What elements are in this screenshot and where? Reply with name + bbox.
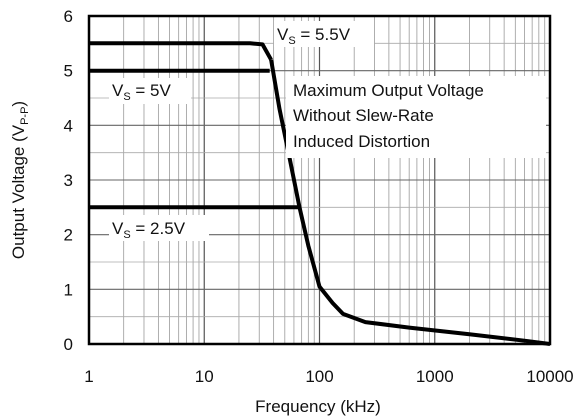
x-tick-label: 10 [195,367,214,386]
series-label-vs-2p5: VS = 2.5V [112,219,186,241]
y-tick-label: 3 [64,171,73,190]
series-label-vs-2p5-sub: S [123,229,130,241]
series-label-vs-5-sub: S [123,91,130,103]
series-label-vs-5p5-tail: = 5.5V [296,25,351,44]
series-label-vs-5p5: VS = 5.5V [277,25,351,47]
series-label-vs-2p5-main: V [112,219,124,238]
y-axis-title-sub: P-P [19,107,31,125]
y-tick-label: 6 [64,7,73,26]
y-tick-label: 2 [64,226,73,245]
x-tick-label: 10000 [526,367,573,386]
y-tick-label: 5 [64,62,73,81]
series-label-vs-5p5-sub: S [288,35,295,47]
series-label-vs-5: VS = 5V [112,81,172,103]
annotation-line-1: Maximum Output Voltage [293,81,484,100]
x-tick-label: 1 [84,367,93,386]
y-tick-label: 4 [64,116,73,135]
y-tick-label: 1 [64,280,73,299]
series-label-vs-5-main: V [112,81,124,100]
y-axis-title-tail: ) [9,101,28,107]
y-axis-title-main: Output Voltage (V [9,124,28,259]
x-tick-labels: 1 10 100 1000 10000 [84,367,573,386]
y-tick-labels: 0 1 2 3 4 5 6 [64,7,73,354]
annotation-line-2: Without Slew-Rate [293,106,434,125]
x-axis-title: Frequency (kHz) [255,397,381,416]
series-label-vs-5-tail: = 5V [131,81,172,100]
y-tick-label: 0 [64,335,73,354]
y-axis-title: Output Voltage (VP-P) [9,101,31,259]
series-label-vs-2p5-tail: = 2.5V [131,219,186,238]
series-label-vs-5p5-main: V [277,25,289,44]
annotation-line-3: Induced Distortion [293,132,430,151]
x-tick-label: 1000 [416,367,454,386]
x-tick-label: 100 [305,367,333,386]
